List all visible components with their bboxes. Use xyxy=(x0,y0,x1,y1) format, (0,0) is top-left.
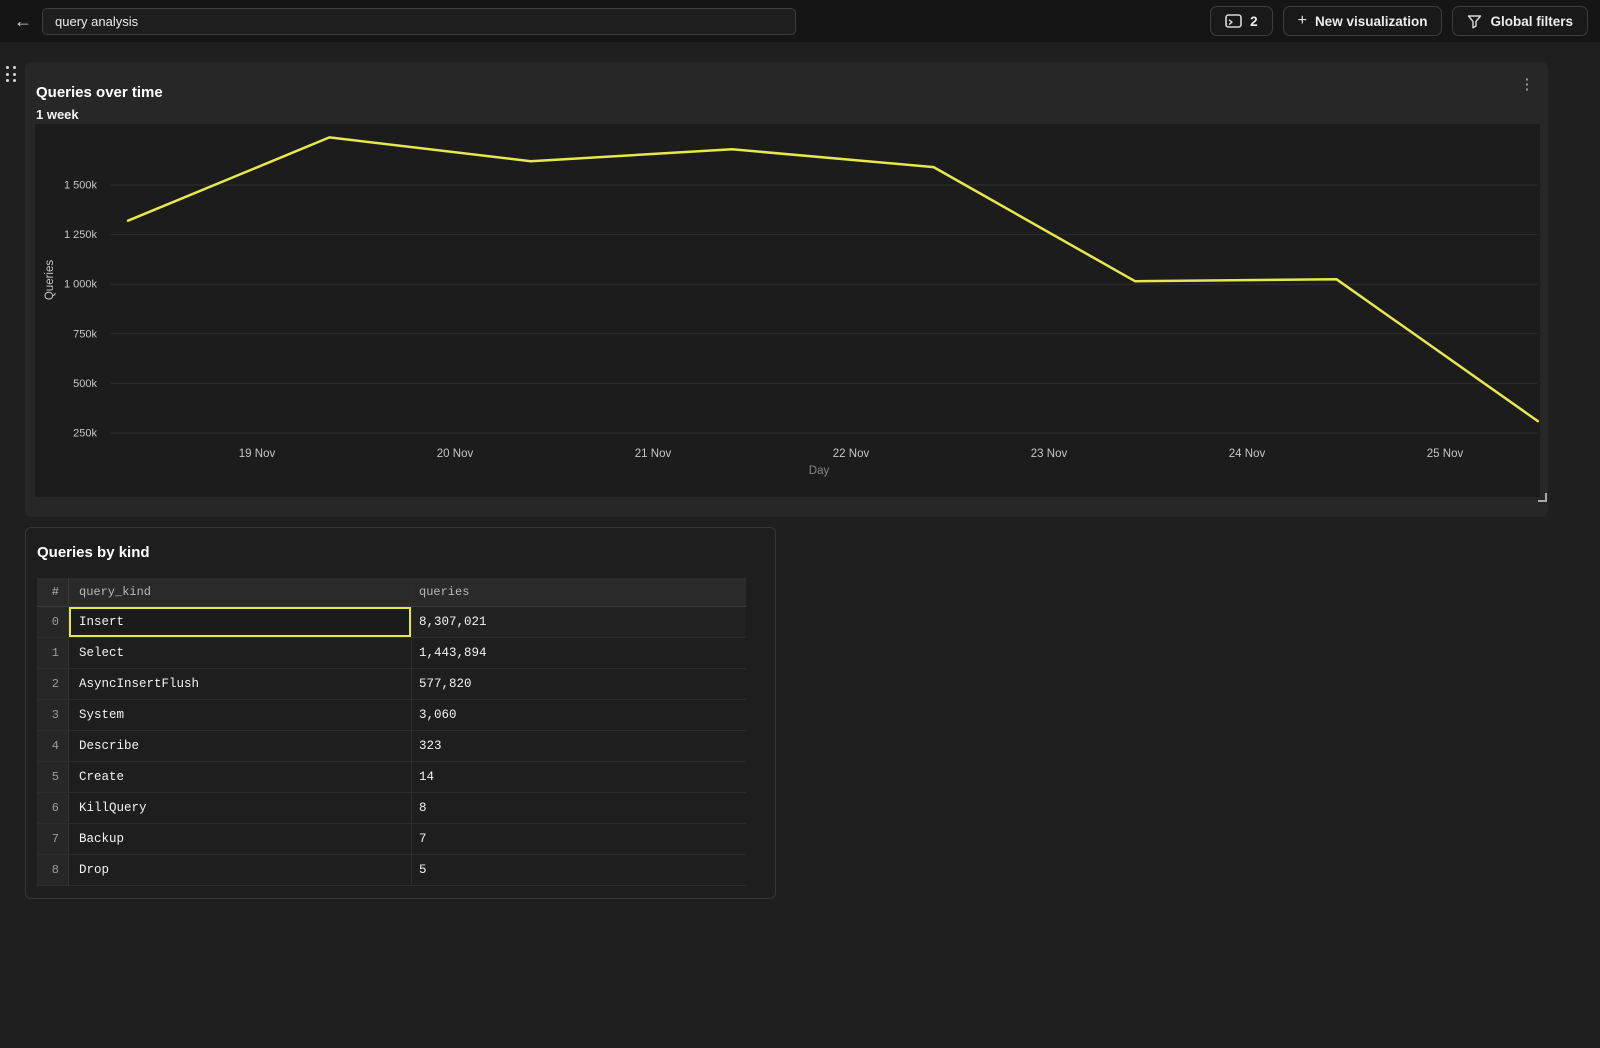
query-kind-cell[interactable]: Drop xyxy=(79,863,110,877)
x-tick-label: 20 Nov xyxy=(437,448,474,460)
query-kind-cell[interactable]: KillQuery xyxy=(79,801,147,815)
y-axis-title: Queries xyxy=(44,260,56,301)
y-tick-label: 500k xyxy=(73,378,97,390)
terminal-icon xyxy=(1225,14,1242,28)
table-row: 8 Drop 5 xyxy=(37,855,746,886)
queries-value-cell[interactable]: 5 xyxy=(411,855,746,885)
query-kind-cell[interactable]: Insert xyxy=(69,607,411,637)
plus-icon: + xyxy=(1297,12,1307,29)
new-visualization-button[interactable]: + New visualization xyxy=(1282,6,1443,36)
y-tick-label: 1 000k xyxy=(64,279,98,291)
panel-menu-icon[interactable]: ⋮ xyxy=(1519,76,1535,93)
row-index-cell: 7 xyxy=(37,824,69,854)
table-body: 0 Insert 8,307,021 1 Select 1,443,894 2 AsyncIn… xyxy=(37,607,746,886)
query-kind-cell[interactable]: Describe xyxy=(79,739,140,753)
table-row: 5 Create 14 xyxy=(37,762,746,793)
y-tick-label: 1 250k xyxy=(64,229,98,241)
topbar: ← 2 + New visualization Global filters xyxy=(0,0,1600,42)
query-kind-cell[interactable]: Select xyxy=(79,646,125,660)
x-axis-title: Day xyxy=(809,465,830,477)
query-kind-cell[interactable]: Create xyxy=(79,770,125,784)
query-kind-cell[interactable]: AsyncInsertFlush xyxy=(79,677,200,691)
queries-by-kind-panel: Queries by kind # query_kind queries 0 In… xyxy=(25,527,776,899)
back-button[interactable]: ← xyxy=(10,8,36,34)
queries-line-chart: 1 500k 1 250k 1 000k 750k 500k 250k Queries 19 … xyxy=(44,136,1540,477)
queries-value-cell[interactable]: 8,307,021 xyxy=(411,607,746,637)
table-title: Queries by kind xyxy=(37,544,150,561)
x-tick-label: 19 Nov xyxy=(239,448,276,460)
queries-over-time-panel: Queries over time 1 week ⋮ 1 500k 1 250k 1… xyxy=(25,62,1548,517)
row-index-cell: 4 xyxy=(37,731,69,761)
queries-by-kind-table: # query_kind queries 0 Insert 8,307,021 1 Se… xyxy=(37,578,746,886)
x-tick-label: 23 Nov xyxy=(1031,448,1068,460)
x-tick-label: 25 Nov xyxy=(1427,448,1464,460)
row-index-cell: 3 xyxy=(37,700,69,730)
drag-handle-icon[interactable] xyxy=(6,66,16,82)
table-header-row: # query_kind queries xyxy=(37,578,746,607)
x-tick-label: 21 Nov xyxy=(635,448,672,460)
row-index-cell: 2 xyxy=(37,669,69,699)
queries-value-cell[interactable]: 577,820 xyxy=(411,669,746,699)
row-index-cell: 8 xyxy=(37,855,69,885)
back-arrow-icon: ← xyxy=(14,10,32,31)
x-tick-label: 24 Nov xyxy=(1229,448,1266,460)
chart-subtitle: 1 week xyxy=(36,107,79,122)
global-filters-label: Global filters xyxy=(1490,13,1573,29)
y-tick-label: 1 500k xyxy=(64,180,98,192)
query-kind-cell[interactable]: Backup xyxy=(79,832,125,846)
queries-value-cell[interactable]: 323 xyxy=(411,731,746,761)
y-tick-label: 750k xyxy=(73,328,97,340)
row-index-cell: 1 xyxy=(37,638,69,668)
line-chart-plot-area: 1 500k 1 250k 1 000k 750k 500k 250k Queries 19 … xyxy=(35,124,1540,497)
queries-value-cell[interactable]: 8 xyxy=(411,793,746,823)
table-row: 0 Insert 8,307,021 xyxy=(37,607,746,638)
panel-resize-handle[interactable] xyxy=(1538,493,1547,502)
new-visualization-label: New visualization xyxy=(1314,13,1428,29)
row-index-cell: 5 xyxy=(37,762,69,792)
query-tabs-count: 2 xyxy=(1250,13,1258,29)
query-kind-cell[interactable]: System xyxy=(79,708,125,722)
queries-value-cell[interactable]: 3,060 xyxy=(411,700,746,730)
table-row: 2 AsyncInsertFlush 577,820 xyxy=(37,669,746,700)
queries-value-cell[interactable]: 1,443,894 xyxy=(411,638,746,668)
table-row: 3 System 3,060 xyxy=(37,700,746,731)
global-filters-button[interactable]: Global filters xyxy=(1452,6,1588,36)
table-row: 6 KillQuery 8 xyxy=(37,793,746,824)
table-row: 7 Backup 7 xyxy=(37,824,746,855)
queries-series-line xyxy=(126,136,1540,423)
table-row: 4 Describe 323 xyxy=(37,731,746,762)
column-header-index[interactable]: # xyxy=(37,578,69,606)
chart-title: Queries over time xyxy=(36,84,163,101)
y-tick-label: 250k xyxy=(73,428,97,440)
queries-value-cell[interactable]: 14 xyxy=(411,762,746,792)
funnel-icon xyxy=(1467,14,1482,29)
query-tabs-count-button[interactable]: 2 xyxy=(1210,6,1273,36)
row-index-cell: 6 xyxy=(37,793,69,823)
x-tick-label: 22 Nov xyxy=(833,448,870,460)
column-header-query-kind[interactable]: query_kind xyxy=(79,585,152,599)
dashboard-title-input[interactable] xyxy=(42,7,796,35)
queries-value-cell[interactable]: 7 xyxy=(411,824,746,854)
row-index-cell: 0 xyxy=(37,607,69,637)
column-header-queries[interactable]: queries xyxy=(411,578,746,606)
table-row: 1 Select 1,443,894 xyxy=(37,638,746,669)
